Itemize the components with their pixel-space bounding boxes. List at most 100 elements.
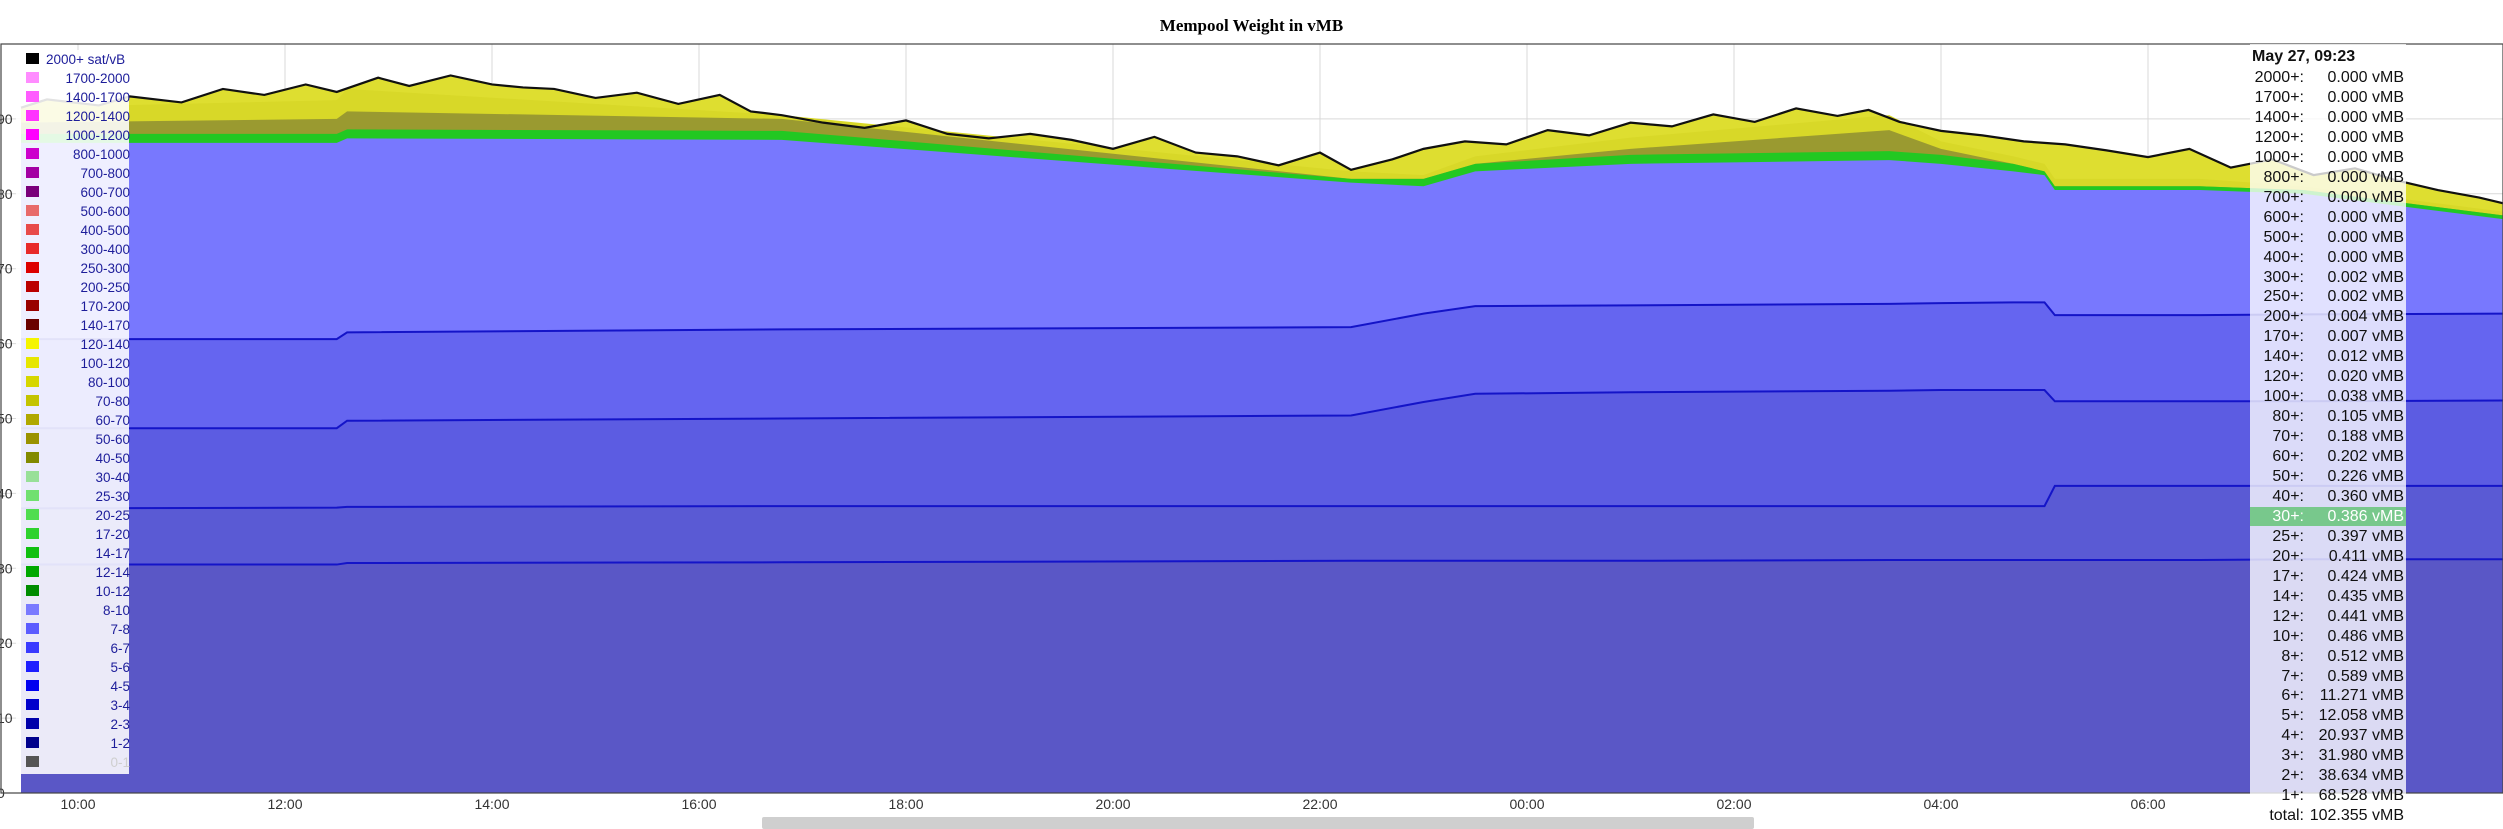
legend-item[interactable]: 120-140	[24, 335, 134, 354]
x-tick-label: 22:00	[1302, 796, 1337, 812]
tooltip-row: 25+: 0.397 vMB	[2250, 527, 2406, 546]
legend-item[interactable]: 4-5	[24, 677, 134, 696]
tooltip-row: 2+: 38.634 vMB	[2250, 766, 2406, 785]
legend-label: 4-5	[110, 679, 130, 694]
tooltip-row: 500+: 0.000 vMB	[2250, 228, 2406, 247]
legend-item[interactable]: 7-8	[24, 620, 134, 639]
tooltip-row: 8+: 0.512 vMB	[2250, 647, 2406, 666]
legend-item[interactable]: 100-120	[24, 354, 134, 373]
tooltip-row: 1400+: 0.000 vMB	[2250, 108, 2406, 127]
series-line-3	[21, 301, 2503, 341]
tooltip-row-label: 20+:	[2272, 547, 2304, 565]
legend-item[interactable]: 6-7	[24, 639, 134, 658]
legend-swatch	[26, 680, 39, 691]
legend-swatch	[26, 129, 39, 140]
tooltip-row-value: 0.589 vMB	[2327, 667, 2404, 685]
legend-label: 1000-1200	[65, 128, 130, 143]
tooltip-row: 14+: 0.435 vMB	[2250, 587, 2406, 606]
legend-swatch	[26, 414, 39, 425]
legend-swatch	[26, 338, 39, 349]
legend-item[interactable]: 10-12	[24, 582, 134, 601]
horizontal-scrollbar[interactable]	[762, 817, 1754, 829]
legend-item[interactable]: 500-600	[24, 202, 134, 221]
data-tooltip: May 27, 09:23 2000+: 0.000 vMB 1700+: 0.000…	[2250, 44, 2406, 827]
legend-item[interactable]: 5-6	[24, 658, 134, 677]
legend-item[interactable]: 3-4	[24, 696, 134, 715]
legend-item[interactable]: 1400-1700	[24, 88, 134, 107]
series-lines	[20, 74, 2503, 566]
legend-item[interactable]: 70-80	[24, 392, 134, 411]
legend-item[interactable]: 20-25	[24, 506, 134, 525]
legend-swatch	[26, 433, 39, 444]
tooltip-row-label: 1400+:	[2254, 108, 2304, 126]
tooltip-row-value: 0.000 vMB	[2327, 188, 2404, 206]
tooltip-row-value: 0.226 vMB	[2327, 468, 2404, 485]
legend-item[interactable]: 170-200	[24, 297, 134, 316]
legend-item[interactable]: 1-2	[24, 734, 134, 753]
legend-item[interactable]: 1000-1200	[24, 126, 134, 145]
legend-swatch	[26, 604, 39, 615]
tooltip-row: 120+: 0.020 vMB	[2250, 367, 2406, 386]
legend-label: 0-1	[110, 755, 130, 770]
legend-item[interactable]: 600-700	[24, 183, 134, 202]
legend-item[interactable]: 30-40	[24, 468, 134, 487]
legend-item[interactable]: 8-10	[24, 601, 134, 620]
legend-label: 50-60	[95, 432, 130, 447]
tooltip-row-label: 200+:	[2263, 308, 2304, 326]
tooltip-row-label: 17+:	[2272, 567, 2304, 585]
legend-item[interactable]: 200-250	[24, 278, 134, 297]
tooltip-row-label: 4+:	[2281, 727, 2304, 745]
legend-item[interactable]: 12-14	[24, 563, 134, 582]
tooltip-row-label: 1+:	[2281, 787, 2304, 805]
legend-item[interactable]: 0-1	[24, 753, 134, 772]
legend-swatch	[26, 509, 39, 520]
tooltip-row-value: 0.202 vMB	[2327, 448, 2404, 466]
y-tick-label: 50	[0, 411, 13, 427]
legend-item[interactable]: 400-500	[24, 221, 134, 240]
y-tick-label: 70	[0, 261, 13, 277]
stacked-areas	[21, 75, 2503, 793]
tooltip-row-value: 0.000 vMB	[2327, 228, 2404, 246]
tooltip-row-label: 1700+:	[2254, 88, 2304, 106]
legend-item[interactable]: 2000+ sat/vB	[24, 50, 134, 69]
tooltip-row-value: 0.512 vMB	[2327, 647, 2404, 665]
legend-swatch	[26, 110, 39, 121]
legend-label: 300-400	[80, 242, 130, 257]
legend-item[interactable]: 250-300	[24, 259, 134, 278]
legend-item[interactable]: 50-60	[24, 430, 134, 449]
legend-label: 30-40	[95, 470, 130, 485]
legend-item[interactable]: 300-400	[24, 240, 134, 259]
legend-item[interactable]: 800-1000	[24, 145, 134, 164]
tooltip-row-value: 0.038 vMB	[2327, 388, 2404, 406]
legend-item[interactable]: 80-100	[24, 373, 134, 392]
legend-swatch	[26, 623, 39, 634]
legend-item[interactable]: 2-3	[24, 715, 134, 734]
legend-item[interactable]: 14-17	[24, 544, 134, 563]
tooltip-row-value: 0.007 vMB	[2327, 328, 2404, 346]
tooltip-row: 800+: 0.000 vMB	[2250, 168, 2406, 187]
x-tick-label: 20:00	[1095, 796, 1130, 812]
y-tick-label: 10	[0, 710, 13, 726]
legend-item[interactable]: 17-20	[24, 525, 134, 544]
tooltip-row: 250+: 0.002 vMB	[2250, 287, 2406, 306]
legend-item[interactable]: 1700-2000	[24, 69, 134, 88]
x-axis: 10:00 12:00 14:00 16:00 18:00 20:00 22:00 00:00…	[60, 796, 2165, 812]
legend-label: 1-2	[110, 736, 130, 751]
tooltip-row: 1200+: 0.000 vMB	[2250, 128, 2406, 147]
legend-swatch	[26, 395, 39, 406]
x-tick-label: 06:00	[2130, 796, 2165, 812]
tooltip-row-label: 140+:	[2263, 348, 2304, 366]
legend-item[interactable]: 40-50	[24, 449, 134, 468]
legend-item[interactable]: 1200-1400	[24, 107, 134, 126]
legend-label: 1200-1400	[65, 109, 130, 124]
legend-swatch	[26, 167, 39, 178]
legend-item[interactable]: 140-170	[24, 316, 134, 335]
legend-item[interactable]: 700-800	[24, 164, 134, 183]
legend: 2000+ sat/vB 1700-2000 1400-1700 1200-1400 1…	[16, 50, 130, 774]
tooltip-row-value: 0.012 vMB	[2327, 348, 2404, 366]
legend-label: 200-250	[80, 280, 130, 295]
legend-item[interactable]: 60-70	[24, 411, 134, 430]
tooltip-row-value: 20.937 vMB	[2318, 727, 2404, 745]
legend-swatch	[26, 148, 39, 159]
legend-item[interactable]: 25-30	[24, 487, 134, 506]
